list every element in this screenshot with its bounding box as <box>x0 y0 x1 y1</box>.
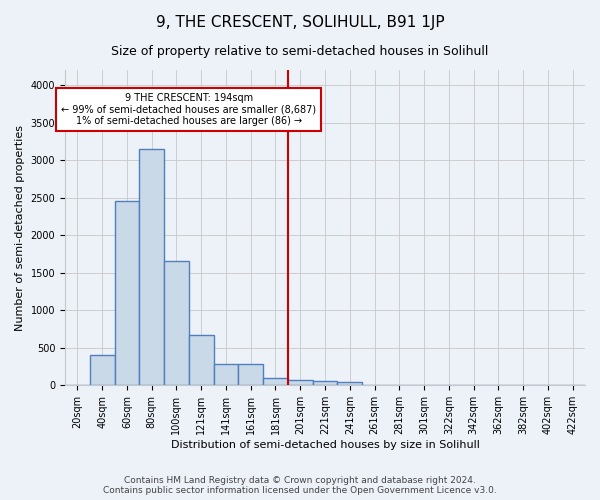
Bar <box>139 149 164 386</box>
Bar <box>189 335 214 386</box>
Bar <box>337 382 362 386</box>
Y-axis label: Number of semi-detached properties: Number of semi-detached properties <box>15 124 25 330</box>
Text: Size of property relative to semi-detached houses in Solihull: Size of property relative to semi-detach… <box>112 45 488 58</box>
Text: 9 THE CRESCENT: 194sqm
← 99% of semi-detached houses are smaller (8,687)
1% of s: 9 THE CRESCENT: 194sqm ← 99% of semi-det… <box>61 92 316 126</box>
X-axis label: Distribution of semi-detached houses by size in Solihull: Distribution of semi-detached houses by … <box>170 440 479 450</box>
Bar <box>90 356 115 386</box>
Text: 9, THE CRESCENT, SOLIHULL, B91 1JP: 9, THE CRESCENT, SOLIHULL, B91 1JP <box>155 15 445 30</box>
Bar <box>238 364 263 386</box>
Bar <box>362 384 387 386</box>
Text: Contains HM Land Registry data © Crown copyright and database right 2024.
Contai: Contains HM Land Registry data © Crown c… <box>103 476 497 495</box>
Bar <box>214 364 238 386</box>
Bar <box>313 381 337 386</box>
Bar <box>288 380 313 386</box>
Bar <box>263 378 288 386</box>
Bar <box>115 202 139 386</box>
Bar <box>164 262 189 386</box>
